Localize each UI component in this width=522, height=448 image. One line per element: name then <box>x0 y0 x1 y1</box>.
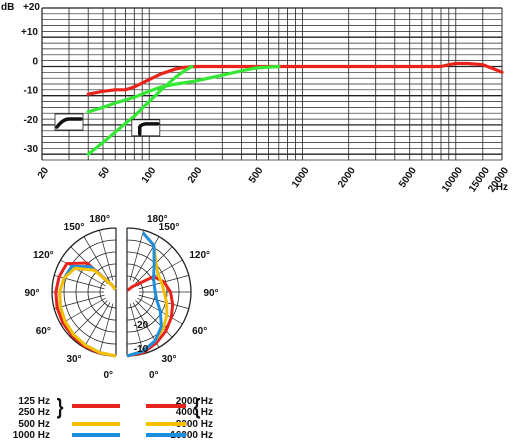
polar-spoke-left <box>83 302 111 348</box>
polar-angle-label-left: 150° <box>64 222 85 233</box>
y-tick-label: +10 <box>21 27 38 38</box>
x-tick-label: 200 <box>186 165 205 185</box>
x-tick-label: 5000 <box>397 165 419 190</box>
polar-spoke-left <box>99 230 114 281</box>
x-tick-label: 500 <box>247 165 266 185</box>
polar-angle-label-right: 120° <box>189 250 210 261</box>
filter-symbol-roll-off <box>54 113 84 131</box>
y-unit-label: dB <box>1 2 14 13</box>
y-tick-label: -20 <box>24 115 39 126</box>
x-tick-label: 10000 <box>440 165 465 194</box>
legend-label-right: 4000 Hz <box>176 407 213 418</box>
legend-label-left: 250 Hz <box>18 407 50 418</box>
x-tick-label: 2000 <box>336 165 358 190</box>
filter-symbol-curve <box>55 117 83 129</box>
legend-label-left: 500 Hz <box>18 419 50 430</box>
polar-spoke-left <box>54 294 105 309</box>
y-tick-label: +20 <box>23 2 40 13</box>
x-tick-label: 20 <box>36 165 52 181</box>
filter-symbol-curve <box>138 122 160 136</box>
polar-spoke-left <box>70 300 108 338</box>
polar-curve-right-0 <box>126 275 175 358</box>
x-unit-label: Hz <box>496 182 508 193</box>
polar-spoke-right <box>138 294 189 309</box>
polar-radial-label: -20 <box>134 320 149 331</box>
response-curve-2 <box>86 64 194 156</box>
polar-angle-label-right: 30° <box>161 354 176 365</box>
legend-label-left: 125 Hz <box>18 396 50 407</box>
frequency-response-curves <box>54 61 504 156</box>
filter-symbol-roll-on <box>131 119 161 137</box>
legend-label-left: 1000 Hz <box>13 430 50 441</box>
polar-pattern-curves <box>54 231 175 358</box>
y-tick-label: 0 <box>32 57 38 68</box>
polar-radial-label: -10 <box>134 344 149 355</box>
polar-angle-label-right: 60° <box>192 326 207 337</box>
polar-spoke-left <box>60 297 106 325</box>
y-tick-label: -10 <box>24 86 39 97</box>
legend-brace-left: } <box>57 395 64 419</box>
legend-label-right: 2000 Hz <box>176 396 213 407</box>
polar-spoke-right <box>129 303 144 354</box>
polar-spoke-left <box>54 275 105 290</box>
polar-angle-label-right: 180° <box>147 214 168 225</box>
legend-label-right: 8000 Hz <box>176 419 213 430</box>
polar-curve-right-2 <box>126 231 163 358</box>
polar-curve-left-2 <box>58 266 117 358</box>
polar-angle-label-left: 30° <box>66 354 81 365</box>
polar-angle-label-left: 180° <box>89 214 110 225</box>
x-tick-label: 100 <box>140 165 159 185</box>
polar-spoke-left <box>99 303 114 354</box>
response-curve-1 <box>86 64 281 114</box>
x-tick-label: 50 <box>97 165 113 181</box>
polar-angle-label-left: 120° <box>33 250 54 261</box>
polar-angle-label-left: 60° <box>36 326 51 337</box>
polar-spoke-left <box>83 236 111 282</box>
polar-spoke-right <box>129 230 144 281</box>
polar-angle-label-left: 0° <box>103 370 113 381</box>
polar-angle-label-right: 90° <box>203 288 218 299</box>
legend-label-right: 16000 Hz <box>170 430 213 441</box>
legend-brace-right: { <box>194 395 201 419</box>
polar-angle-label-right: 150° <box>159 222 180 233</box>
polar-pattern-labels: 180°150°120°90°60°30°0°180°150°120°90°60… <box>24 214 218 381</box>
x-tick-label: 1000 <box>290 165 312 190</box>
polar-angle-label-left: 90° <box>24 288 39 299</box>
y-tick-label: -30 <box>24 144 39 155</box>
polar-angle-label-right: 0° <box>149 370 159 381</box>
